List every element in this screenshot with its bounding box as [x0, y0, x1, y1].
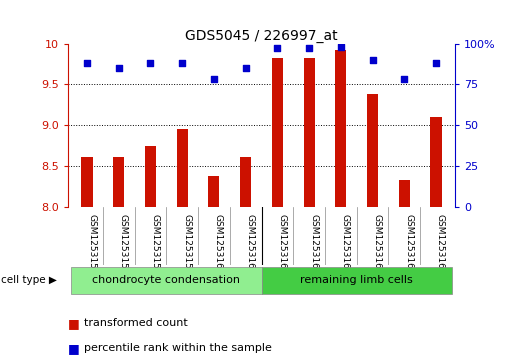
Bar [240, 157, 251, 207]
Point [146, 60, 155, 66]
Bar [262, 266, 452, 294]
Text: GSM1253163: GSM1253163 [309, 214, 318, 274]
Text: percentile rank within the sample: percentile rank within the sample [84, 343, 271, 354]
Bar [430, 117, 441, 207]
Text: GSM1253161: GSM1253161 [246, 214, 255, 274]
Text: GSM1253166: GSM1253166 [404, 214, 413, 274]
Text: GSM1253162: GSM1253162 [277, 214, 287, 274]
Bar [208, 176, 220, 207]
Point [242, 65, 250, 71]
Text: GSM1253167: GSM1253167 [436, 214, 445, 274]
Text: GSM1253157: GSM1253157 [119, 214, 128, 274]
Text: chondrocyte condensation: chondrocyte condensation [93, 275, 241, 285]
Text: GSM1253159: GSM1253159 [182, 214, 191, 274]
Text: ■: ■ [68, 342, 84, 355]
Point [210, 77, 218, 82]
Point [115, 65, 123, 71]
Text: GSM1253158: GSM1253158 [151, 214, 160, 274]
Point [83, 60, 91, 66]
Text: transformed count: transformed count [84, 318, 187, 328]
Point [305, 45, 313, 51]
Point [178, 60, 186, 66]
Text: remaining limb cells: remaining limb cells [300, 275, 413, 285]
Bar [113, 157, 124, 207]
Point [400, 77, 408, 82]
Text: GSM1253160: GSM1253160 [214, 214, 223, 274]
Text: ■: ■ [68, 317, 84, 330]
Text: cell type ▶: cell type ▶ [1, 276, 57, 285]
Title: GDS5045 / 226997_at: GDS5045 / 226997_at [185, 29, 338, 42]
Bar [335, 50, 346, 207]
Point [432, 60, 440, 66]
Bar [82, 157, 93, 207]
Bar [145, 146, 156, 207]
Bar [177, 129, 188, 207]
Text: GSM1253165: GSM1253165 [372, 214, 382, 274]
Bar [272, 58, 283, 207]
Point [337, 44, 345, 50]
Point [368, 57, 377, 63]
Bar [399, 180, 410, 207]
Bar [303, 58, 315, 207]
Text: GSM1253164: GSM1253164 [341, 214, 350, 274]
Text: GSM1253156: GSM1253156 [87, 214, 96, 274]
Bar [71, 266, 262, 294]
Point [273, 45, 281, 51]
Bar [367, 94, 378, 207]
